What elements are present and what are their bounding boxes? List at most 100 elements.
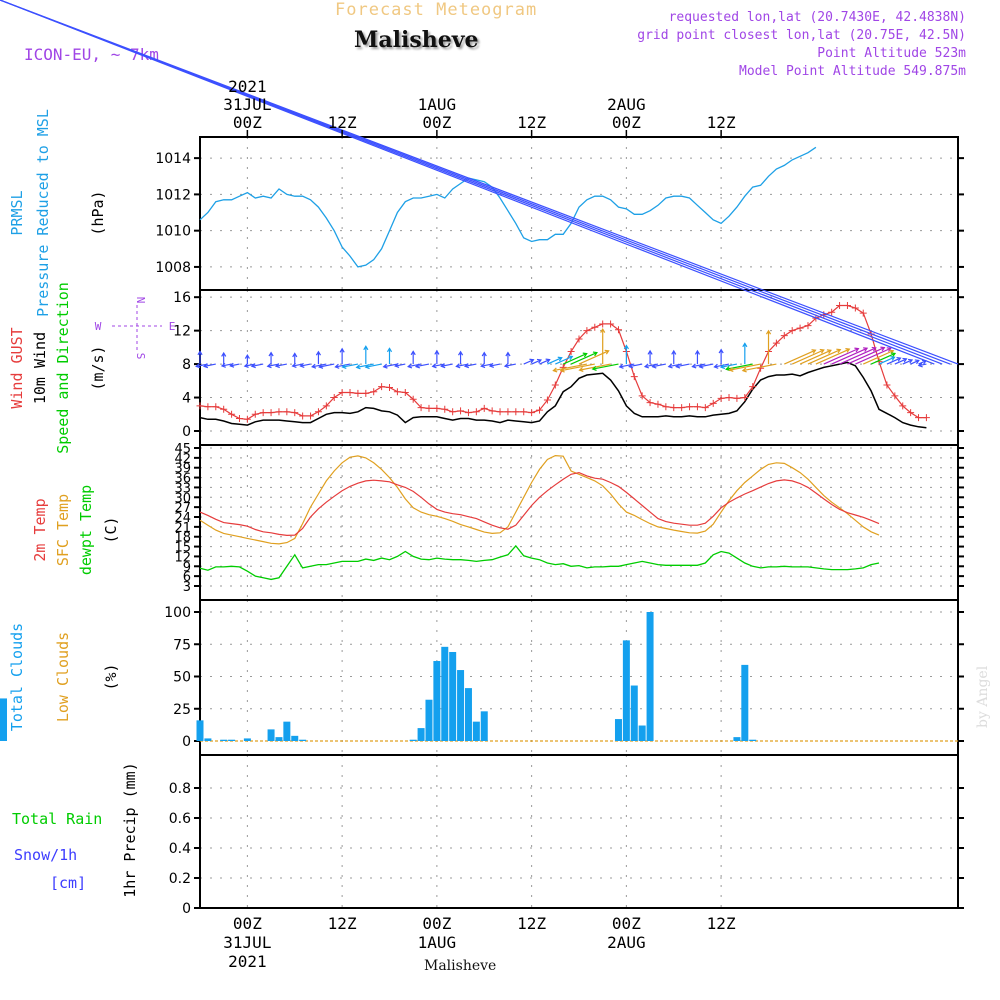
wind-arrow (807, 349, 841, 365)
wind-arrow (504, 363, 516, 367)
wind-arrow-head (671, 349, 677, 355)
wind-arrow-head (691, 363, 697, 369)
gust-marker (291, 409, 299, 417)
wind-arrow-head (914, 359, 920, 365)
gust-marker (330, 394, 338, 402)
wind-arrow (692, 363, 706, 368)
bottom-axis-label-48-0: 00Z (612, 914, 641, 933)
wind-arrow (902, 359, 913, 365)
wind-arrow (383, 363, 398, 368)
snow-unit-label: [cm] (50, 874, 86, 892)
gust-marker (686, 403, 694, 411)
wind-arrow-head (557, 356, 563, 362)
wind-arrow-head (600, 327, 606, 333)
wind-arrow (365, 363, 382, 368)
wind-arrow (523, 359, 534, 365)
wind-arrow-head (845, 348, 851, 353)
wind-arrow-head (480, 363, 486, 369)
wind-arrow (312, 363, 327, 368)
wind-arrow (319, 363, 335, 368)
requested-coords: requested lon,lat (20.7430E, 42.4838N) (668, 10, 966, 25)
wind-arrow-head (363, 345, 369, 351)
wind-arrow (652, 363, 666, 368)
ytick-label-temperature-21: 21 (174, 521, 191, 536)
gust-marker (717, 394, 725, 402)
wind-arrow (729, 363, 761, 371)
gust-marker (275, 408, 283, 416)
wind-arrow-head (266, 363, 272, 369)
gust-marker (346, 389, 354, 397)
wind-arrow-head (618, 363, 624, 369)
model-altitude: Model Point Altitude 549.875m (739, 64, 966, 79)
wind-arrow-head (463, 363, 470, 369)
wind-arrow (676, 363, 690, 368)
cloud-bar (441, 646, 449, 741)
wind-arrow (335, 363, 351, 368)
ytick-label-temperature-36: 36 (174, 472, 191, 487)
gust-marker (204, 403, 212, 411)
wind-arrow (0, 0, 959, 365)
ytick-label-wind-4: 4 (182, 391, 191, 407)
temp-dew-label: dewpt Temp (77, 485, 95, 575)
wind-arrow (539, 359, 550, 365)
gust-marker (701, 404, 709, 412)
wind-arrow-head (299, 362, 305, 368)
ytick-label-pressure-1012: 1012 (155, 187, 191, 203)
wind-unit: (m/s) (89, 345, 107, 390)
wind-arrow (918, 363, 927, 367)
gust-marker (883, 381, 891, 389)
model-label: ICON-EU, ~ 7km (24, 45, 159, 64)
cloud-bar (425, 699, 433, 741)
wind-arrow-head (434, 349, 440, 355)
bottom-axis-label-60-0: 12Z (707, 914, 736, 933)
gust-marker (678, 404, 686, 412)
wind-arrow (251, 363, 264, 367)
gust-marker (733, 394, 741, 402)
wind-speed-line (199, 361, 927, 429)
wind-arrow (560, 363, 595, 372)
cloud-bar (220, 739, 228, 741)
bottom-axis-label-36-0: 12Z (517, 914, 546, 933)
gust-marker (457, 407, 465, 415)
pressure-unit: (hPa) (89, 190, 107, 235)
wind-arrow-head (811, 349, 817, 354)
wind-arrow (592, 363, 619, 370)
wind-arrow-head (291, 362, 297, 368)
panel-frame-temperature (199, 444, 959, 601)
cloud-bar (449, 651, 457, 741)
wind-arrow-head (221, 351, 227, 357)
wind-arrow (721, 363, 738, 368)
wind-arrow (629, 363, 643, 368)
wind-arrow-head (886, 347, 892, 352)
wind-arrow-head (529, 358, 535, 364)
ytick-label-temperature-18: 18 (174, 531, 191, 546)
gust-marker (425, 404, 433, 412)
wind-arrow (799, 349, 832, 365)
ytick-label-clouds-75: 75 (173, 637, 191, 653)
wind-arrow (847, 347, 885, 365)
bottom-axis-label-48-1: 2AUG (607, 933, 646, 952)
wind-arrow-head (414, 363, 421, 369)
wind-arrow-head (545, 358, 551, 364)
compass-n: N (134, 297, 147, 304)
wind-arrow (489, 363, 501, 367)
wind-arrow-head (819, 348, 825, 354)
wind-arrow-head (505, 351, 511, 357)
gust-marker (646, 399, 654, 407)
point-altitude: Point Altitude 523m (817, 46, 966, 61)
wind-arrow-head (318, 363, 324, 369)
wind-arrow-head (455, 363, 461, 369)
ytick-label-temperature-39: 39 (174, 462, 191, 477)
wind-arrow (699, 363, 714, 368)
wind-arrow (839, 347, 876, 365)
wind-arrow (855, 347, 891, 365)
compass-rose (112, 305, 162, 351)
cloud-bar (204, 738, 212, 741)
ytick-label-precip-0: 0 (182, 901, 191, 917)
wind-arrow (395, 363, 406, 367)
gust-marker (370, 388, 378, 396)
bottom-axis-label-12-0: 12Z (328, 914, 357, 933)
wind-arrow (910, 359, 920, 365)
compass-e: E (169, 320, 176, 333)
snow-label: Snow/1h (14, 846, 77, 864)
